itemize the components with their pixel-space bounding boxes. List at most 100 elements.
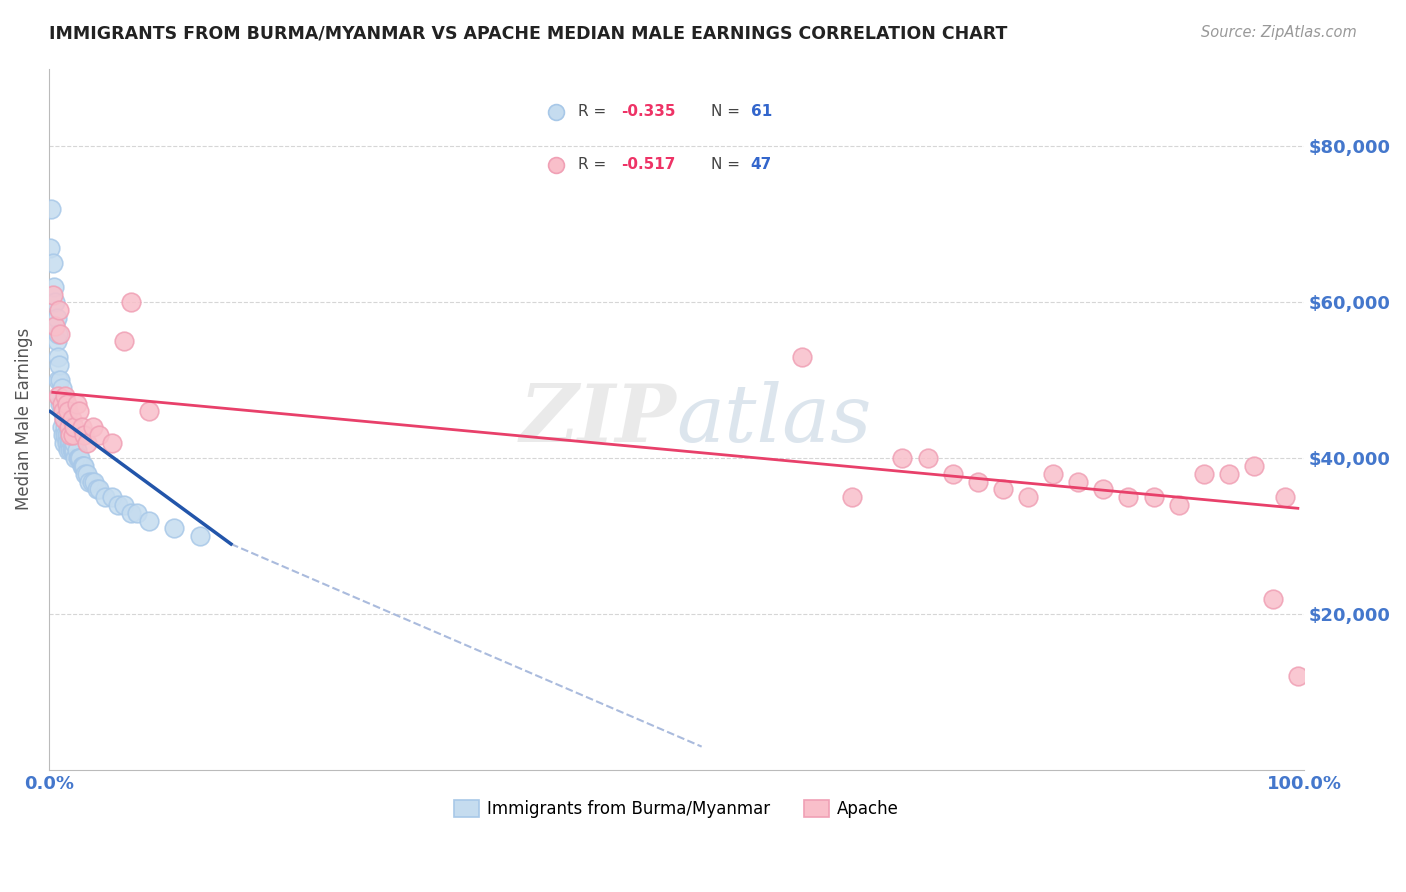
Point — [51, 381, 73, 395]
Point — [39, 241, 62, 255]
Point — [138, 514, 160, 528]
Point — [1167, 498, 1189, 512]
Point — [46, 326, 69, 341]
Point — [45, 334, 67, 349]
Point — [107, 498, 129, 512]
Text: 61: 61 — [751, 104, 772, 120]
Point — [89, 483, 111, 497]
Point — [62, 443, 84, 458]
Point — [42, 287, 65, 301]
Point — [46, 350, 69, 364]
Point — [82, 420, 104, 434]
Point — [48, 358, 70, 372]
Point — [917, 451, 939, 466]
Text: R =: R = — [578, 104, 610, 120]
Text: ZIP: ZIP — [520, 381, 676, 458]
Point — [86, 483, 108, 497]
Point — [58, 420, 80, 434]
Point — [53, 435, 76, 450]
Point — [70, 420, 93, 434]
Point — [89, 427, 111, 442]
Point — [1017, 490, 1039, 504]
Point — [1192, 467, 1215, 481]
Point — [44, 318, 66, 333]
Point — [59, 435, 82, 450]
Point — [59, 443, 82, 458]
Point — [41, 202, 63, 216]
Point — [75, 467, 97, 481]
Point — [1261, 591, 1284, 606]
Point — [55, 397, 77, 411]
Point — [42, 256, 65, 270]
Point — [1118, 490, 1140, 504]
Point — [112, 334, 135, 349]
Point — [53, 427, 76, 442]
Point — [73, 458, 96, 473]
Point — [120, 506, 142, 520]
Text: 47: 47 — [751, 157, 772, 172]
Point — [72, 458, 94, 473]
Point — [841, 490, 863, 504]
Point — [67, 404, 90, 418]
Point — [55, 435, 77, 450]
Point — [1243, 458, 1265, 473]
Point — [55, 427, 77, 442]
Point — [52, 404, 75, 418]
Point — [65, 443, 87, 458]
Point — [51, 420, 73, 434]
Point — [83, 475, 105, 489]
Point — [51, 404, 73, 418]
Point — [891, 451, 914, 466]
Point — [188, 529, 211, 543]
Point — [65, 451, 87, 466]
Point — [48, 389, 70, 403]
Legend: Immigrants from Burma/Myanmar, Apache: Immigrants from Burma/Myanmar, Apache — [447, 793, 905, 825]
Point — [44, 318, 66, 333]
Point — [1067, 475, 1090, 489]
Point — [51, 397, 73, 411]
Point — [56, 443, 79, 458]
Point — [966, 475, 988, 489]
Point — [56, 420, 79, 434]
Point — [53, 412, 76, 426]
Point — [44, 295, 66, 310]
Point — [77, 475, 100, 489]
Point — [1042, 467, 1064, 481]
Point — [138, 404, 160, 418]
Point — [76, 435, 98, 450]
Point — [100, 435, 122, 450]
Point — [67, 451, 90, 466]
Text: N =: N = — [710, 157, 744, 172]
Point — [942, 467, 965, 481]
Point — [1286, 669, 1309, 683]
Point — [1142, 490, 1164, 504]
Point — [60, 435, 83, 450]
Point — [120, 295, 142, 310]
Point — [60, 412, 83, 426]
Point — [42, 279, 65, 293]
Point — [56, 404, 79, 418]
Point — [790, 350, 813, 364]
Point — [100, 490, 122, 504]
Point — [53, 389, 76, 403]
Point — [1274, 490, 1296, 504]
Y-axis label: Median Male Earnings: Median Male Earnings — [15, 328, 32, 510]
Point — [46, 389, 69, 403]
Point — [65, 397, 87, 411]
Point — [66, 451, 89, 466]
Point — [544, 158, 567, 172]
Point — [94, 490, 117, 504]
Point — [63, 420, 86, 434]
Point — [62, 427, 84, 442]
Point — [73, 427, 96, 442]
Point — [52, 404, 75, 418]
Point — [63, 435, 86, 450]
Text: -0.335: -0.335 — [621, 104, 675, 120]
Point — [49, 326, 72, 341]
Point — [80, 475, 103, 489]
Text: -0.517: -0.517 — [621, 157, 675, 172]
Text: atlas: atlas — [676, 381, 872, 458]
Point — [163, 521, 186, 535]
Point — [58, 427, 80, 442]
Text: N =: N = — [710, 104, 744, 120]
